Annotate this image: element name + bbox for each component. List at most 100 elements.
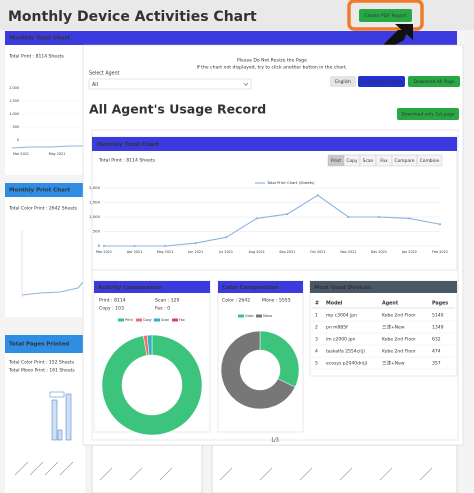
download-first-label[interactable]: Download only 1st page — [401, 112, 454, 118]
table-cell: 4 — [315, 349, 318, 355]
tab-label[interactable]: Combine — [420, 158, 440, 164]
x-tick-label: Jul 2021 — [218, 250, 233, 254]
point — [133, 244, 136, 248]
legend-swatch — [238, 314, 244, 318]
notice: Please Do Not Resize the Page — [237, 58, 307, 64]
bg-card-header — [5, 183, 85, 197]
bg-y-tick: 2,000 — [9, 86, 19, 90]
bg-y-tick: 1,500 — [9, 99, 19, 103]
bg-bar — [51, 399, 58, 441]
language-button[interactable] — [330, 76, 356, 87]
bg-card — [5, 353, 85, 493]
bg-legend — [49, 391, 65, 398]
point — [438, 223, 442, 226]
table-cell: 357 — [432, 361, 441, 367]
series-line — [104, 194, 441, 247]
table-cell: Kobe 2nd Floor — [382, 337, 416, 343]
x-tick-label: Oct 2021 — [310, 250, 326, 254]
x-tick-label: Jan 2022 — [401, 250, 417, 254]
point — [163, 244, 167, 248]
bg-line — [11, 145, 85, 149]
x-tick-label: Jun 2021 — [187, 250, 203, 254]
comparation-button[interactable] — [358, 76, 405, 87]
card-header — [94, 281, 210, 293]
legend-label: Total Print Chart (Sheets) — [266, 180, 315, 185]
agent-label: Select Agent — [89, 71, 120, 77]
language-label[interactable]: English — [335, 79, 351, 85]
legend-label: Fax — [179, 318, 185, 322]
card-header — [92, 137, 457, 151]
card-title: Activity Comparation — [98, 285, 162, 291]
tab-label[interactable]: Print — [331, 158, 341, 164]
y-tick-label: 0 — [98, 243, 101, 248]
tab[interactable] — [416, 154, 443, 167]
bg-x-label: May 2021 — [49, 152, 66, 156]
table-cell: 474 — [432, 349, 441, 355]
legend-swatch — [118, 318, 124, 322]
x-tick-label: Nov 2021 — [340, 250, 356, 254]
download-all-label[interactable]: Download All Page — [414, 79, 455, 85]
tab-label[interactable]: Copy — [346, 158, 358, 164]
x-tick-label: Dec 2021 — [371, 250, 387, 254]
table-cell: pn m885f — [326, 325, 348, 331]
x-tick-label: May 2021 — [157, 250, 174, 254]
x-tick-label: Feb 2022 — [432, 250, 448, 254]
card — [309, 280, 458, 377]
x-tick-label: Mar 2021 — [96, 250, 112, 254]
bg-card-title: Monthly Total Chart — [9, 36, 70, 42]
y-tick-label: 500 — [93, 229, 101, 234]
pointer-arrowhead — [395, 24, 413, 40]
record-frame — [91, 129, 459, 441]
table-cell: 632 — [432, 337, 441, 343]
point — [347, 215, 350, 219]
legend-label: Scan — [161, 318, 169, 322]
card-header — [218, 281, 303, 293]
table-header: Pages — [432, 301, 448, 307]
slice — [101, 334, 203, 436]
create-pdf-label[interactable]: Create PDF Report — [364, 13, 407, 19]
table-cell: mp c3004 jpn — [326, 313, 357, 319]
slice — [220, 330, 296, 410]
tab-label[interactable]: Fax — [380, 158, 388, 164]
card-title: Monthly Total Chart — [97, 142, 159, 148]
point — [316, 194, 319, 197]
table-header: # — [315, 301, 319, 307]
bg-card-line: Total Mono Print : 161 Sheets — [8, 368, 75, 374]
bg-card-subtitle: Total Print : 8114 Sheets — [8, 54, 65, 60]
point — [194, 242, 197, 245]
y-tick-label: 1,000 — [89, 214, 100, 219]
point — [255, 217, 258, 220]
bg-x-label: Mar 2021 — [13, 152, 29, 156]
select-caret — [243, 82, 249, 86]
bg-card — [5, 45, 85, 175]
y-tick-label: 2,000 — [89, 185, 100, 190]
legend-label: Mono — [263, 314, 272, 318]
table-cell: 5140 — [432, 313, 444, 319]
point — [377, 215, 381, 219]
comparation-label[interactable]: Comparation Chart — [361, 79, 403, 85]
bg-card — [5, 197, 85, 317]
bg-card-title: Total Pages Printed — [9, 342, 69, 348]
bg-card — [211, 444, 458, 493]
bg-y-tick: 0 — [17, 138, 19, 142]
legend-swatch — [154, 318, 160, 322]
agent-select[interactable] — [88, 78, 252, 90]
x-tick-label: Aug 2021 — [249, 250, 265, 254]
legend-label: Print — [125, 318, 133, 322]
table-cell: 1 — [315, 313, 318, 319]
agent-value[interactable]: All — [92, 82, 98, 88]
point — [286, 213, 289, 216]
bg-line — [21, 279, 86, 296]
legend-label: Color — [245, 314, 254, 318]
record-title: All Agent's Usage Record — [89, 102, 266, 117]
tab-label[interactable]: Scan — [363, 158, 374, 164]
table-cell: 三津+New — [382, 360, 405, 367]
table-cell: Kobe 2nd Floor — [382, 349, 416, 355]
download-first-button[interactable] — [397, 108, 459, 120]
tab-label[interactable]: Compare — [395, 158, 415, 164]
download-all-button[interactable] — [408, 76, 460, 87]
table-cell: 1349 — [432, 325, 444, 331]
create-pdf-button[interactable] — [359, 9, 412, 22]
